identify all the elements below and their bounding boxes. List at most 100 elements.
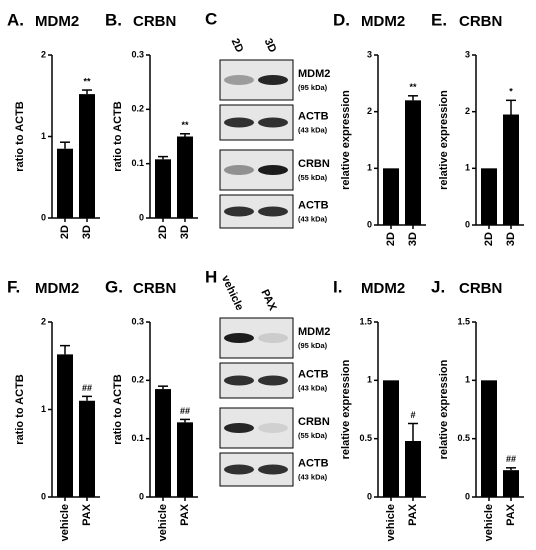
panel-title: CRBN bbox=[459, 280, 502, 297]
bar bbox=[405, 441, 421, 497]
y-tick-label: 0 bbox=[465, 491, 470, 501]
panel-label: C bbox=[205, 9, 217, 28]
significance: ## bbox=[506, 454, 516, 464]
x-tick-label: 3D bbox=[505, 232, 517, 246]
y-tick-label: 0.1 bbox=[131, 158, 144, 168]
band-size: (95 kDa) bbox=[298, 341, 328, 350]
band-size: (43 kDa) bbox=[298, 472, 328, 481]
bar bbox=[155, 389, 171, 497]
band-size: (43 kDa) bbox=[298, 383, 328, 392]
y-tick-label: 2 bbox=[41, 316, 46, 326]
panel-label: J. bbox=[431, 277, 445, 296]
blot-band bbox=[224, 165, 254, 175]
blot-band bbox=[258, 117, 288, 128]
y-tick-label: 0 bbox=[139, 491, 144, 501]
significance: # bbox=[410, 410, 415, 420]
bar bbox=[177, 136, 193, 218]
band-name: CRBN bbox=[298, 416, 330, 428]
y-axis-label: ratio to ACTB bbox=[112, 374, 124, 445]
blot-band bbox=[224, 375, 254, 386]
y-axis-label: relative expression bbox=[438, 90, 450, 190]
blot-band bbox=[258, 423, 288, 433]
significance: ** bbox=[83, 76, 91, 86]
panel-label: D. bbox=[333, 10, 350, 29]
y-tick-label: 1 bbox=[41, 131, 46, 141]
y-tick-label: 0.5 bbox=[359, 433, 372, 443]
x-tick-label: vehicle bbox=[157, 504, 169, 541]
y-axis-label: ratio to ACTB bbox=[14, 101, 26, 172]
blot-band bbox=[258, 165, 288, 175]
y-axis-label: relative expression bbox=[438, 359, 450, 459]
band-name: ACTB bbox=[298, 457, 329, 469]
bar bbox=[503, 470, 519, 497]
y-tick-label: 0 bbox=[41, 212, 46, 222]
blot-band bbox=[258, 464, 288, 475]
x-tick-label: 2D bbox=[59, 225, 71, 239]
y-tick-label: 0 bbox=[367, 491, 372, 501]
significance: * bbox=[509, 87, 513, 97]
panel-label: I. bbox=[333, 277, 342, 296]
panel-title: CRBN bbox=[459, 13, 502, 30]
x-tick-label: PAX bbox=[81, 503, 93, 525]
y-tick-label: 0.2 bbox=[131, 104, 144, 114]
panel-title: CRBN bbox=[133, 280, 176, 297]
bar bbox=[481, 168, 497, 225]
x-tick-label: PAX bbox=[505, 503, 517, 525]
x-tick-label: vehicle bbox=[385, 504, 397, 541]
y-tick-label: 1.5 bbox=[457, 316, 470, 326]
y-tick-label: 1 bbox=[41, 404, 46, 414]
band-name: ACTB bbox=[298, 199, 329, 211]
panel-label: B. bbox=[105, 10, 122, 29]
y-tick-label: 1 bbox=[465, 375, 470, 385]
bar bbox=[405, 100, 421, 225]
y-tick-label: 2 bbox=[465, 106, 470, 116]
lane-label: vehicle bbox=[219, 274, 246, 313]
y-tick-label: 2 bbox=[41, 49, 46, 59]
y-axis-label: ratio to ACTB bbox=[14, 374, 26, 445]
band-name: MDM2 bbox=[298, 326, 330, 338]
panel-label: H bbox=[205, 267, 217, 286]
blot-strip bbox=[219, 149, 294, 191]
blot-band bbox=[224, 333, 254, 343]
blot-strip bbox=[219, 407, 294, 449]
band-name: ACTB bbox=[298, 368, 329, 380]
y-tick-label: 0 bbox=[465, 219, 470, 229]
band-size: (55 kDa) bbox=[298, 431, 328, 440]
x-tick-label: vehicle bbox=[483, 504, 495, 541]
significance: ## bbox=[180, 406, 190, 416]
blot-band bbox=[224, 464, 254, 475]
y-tick-label: 0.3 bbox=[131, 49, 144, 59]
panel-title: MDM2 bbox=[361, 280, 405, 297]
x-tick-label: 2D bbox=[157, 225, 169, 239]
bar bbox=[481, 380, 497, 497]
y-tick-label: 0.1 bbox=[131, 433, 144, 443]
blot-band bbox=[258, 206, 288, 217]
band-size: (55 kDa) bbox=[298, 173, 328, 182]
panel-label: A. bbox=[7, 10, 24, 29]
blot-band bbox=[258, 375, 288, 386]
band-size: (43 kDa) bbox=[298, 125, 328, 134]
bar bbox=[503, 114, 519, 225]
x-tick-label: vehicle bbox=[59, 504, 71, 541]
x-tick-label: 3D bbox=[81, 225, 93, 239]
bar bbox=[57, 354, 73, 497]
x-tick-label: 3D bbox=[179, 225, 191, 239]
y-tick-label: 0.5 bbox=[457, 433, 470, 443]
band-name: ACTB bbox=[298, 110, 329, 122]
blot-band bbox=[258, 75, 288, 85]
x-tick-label: 3D bbox=[407, 232, 419, 246]
blot-band bbox=[224, 423, 254, 433]
lane-label: PAX bbox=[258, 288, 278, 313]
panel-title: CRBN bbox=[133, 13, 176, 30]
y-axis-label: ratio to ACTB bbox=[112, 101, 124, 172]
bar bbox=[79, 94, 95, 218]
y-tick-label: 0 bbox=[139, 212, 144, 222]
band-size: (95 kDa) bbox=[298, 83, 328, 92]
significance: ** bbox=[181, 120, 189, 130]
lane-label: 3D bbox=[262, 37, 279, 55]
bar bbox=[177, 422, 193, 497]
lane-label: 2D bbox=[229, 37, 246, 55]
x-tick-label: PAX bbox=[407, 503, 419, 525]
bar bbox=[79, 400, 95, 497]
